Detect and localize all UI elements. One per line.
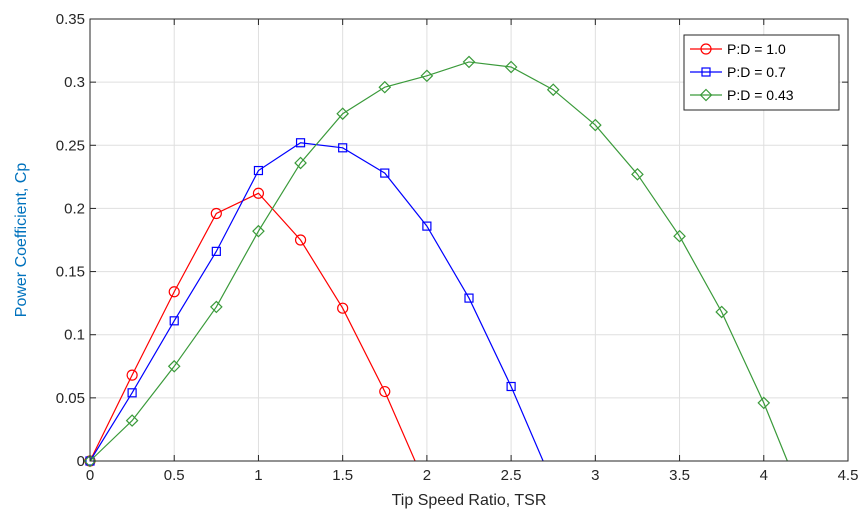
data-point	[83, 454, 97, 468]
legend: P:D = 1.0 P:D = 0.7 P:D = 0.43	[683, 34, 840, 111]
data-point	[338, 143, 348, 153]
series-2	[83, 55, 788, 468]
series-line	[89, 192, 416, 462]
data-point	[422, 221, 432, 231]
x-tick-label: 1	[254, 467, 262, 484]
legend-marker	[699, 88, 713, 102]
y-tick-label: 0.25	[56, 137, 85, 154]
y-axis-label: Power Coefficient, Cp	[13, 163, 30, 318]
tick-labels: 0 0.5 1 1.5 2 2.5 3 3.5 4 4.5 0 0.05 0.1 0.15 0.2 0.25 0…	[56, 11, 859, 484]
y-tick-label: 0.15	[56, 264, 85, 281]
axes	[89, 18, 849, 462]
data-point	[462, 55, 476, 69]
data-point	[169, 316, 179, 326]
x-tick-label: 2	[423, 467, 431, 484]
legend-label: P:D = 1.0	[727, 41, 786, 57]
data-point	[210, 207, 222, 220]
x-tick-label: 3.5	[669, 467, 690, 484]
legend-marker	[701, 67, 711, 77]
data-point	[252, 187, 265, 199]
data-point	[167, 359, 181, 373]
data-point	[631, 167, 644, 181]
data-point	[211, 246, 221, 256]
data-point	[253, 165, 264, 176]
x-tick-label: 2.5	[501, 467, 522, 484]
data-point	[126, 369, 138, 381]
legend-entry: P:D = 1.0	[690, 41, 786, 57]
y-tick-label: 0.3	[64, 74, 85, 91]
data-point	[125, 414, 139, 427]
data-point	[378, 80, 392, 94]
data-point	[673, 229, 686, 243]
data-point	[294, 234, 307, 246]
data-point	[506, 381, 516, 392]
data-point	[294, 156, 307, 170]
data-point	[168, 286, 180, 298]
data-point	[379, 385, 391, 398]
series-line	[89, 61, 788, 462]
data-point	[546, 83, 560, 97]
data-point	[380, 168, 390, 178]
x-axis-label: Tip Speed Ratio, TSR	[392, 492, 547, 509]
data-point	[757, 396, 771, 410]
data-point	[336, 107, 350, 121]
x-tick-label: 0	[86, 467, 94, 484]
x-tick-label: 0.5	[164, 467, 185, 484]
data-point	[504, 60, 518, 74]
data-point	[337, 302, 349, 314]
x-tick-label: 1.5	[332, 467, 353, 484]
data-point	[127, 388, 137, 398]
x-tick-label: 4.5	[838, 467, 859, 484]
data-point	[209, 300, 223, 314]
series-line	[89, 142, 544, 462]
x-tick-label: 4	[760, 467, 768, 484]
legend-marker	[700, 43, 712, 55]
legend-label: P:D = 0.43	[727, 87, 794, 103]
data-point	[420, 69, 434, 83]
y-tick-label: 0.1	[64, 327, 85, 344]
x-tick-label: 3	[591, 467, 599, 484]
series-1	[85, 138, 544, 466]
legend-entry: P:D = 0.7	[690, 64, 786, 80]
data-point	[464, 293, 474, 303]
data-point	[588, 118, 602, 132]
legend-label: P:D = 0.7	[727, 64, 786, 80]
y-tick-label: 0	[77, 453, 85, 470]
y-tick-label: 0.05	[56, 390, 85, 407]
data-point	[252, 224, 265, 238]
data-point	[295, 138, 306, 148]
legend-entry: P:D = 0.43	[690, 87, 794, 103]
y-tick-label: 0.2	[64, 200, 85, 217]
series-layer	[83, 55, 788, 468]
y-tick-label: 0.35	[56, 11, 85, 28]
data-point	[715, 305, 729, 319]
axes-box	[89, 18, 849, 462]
